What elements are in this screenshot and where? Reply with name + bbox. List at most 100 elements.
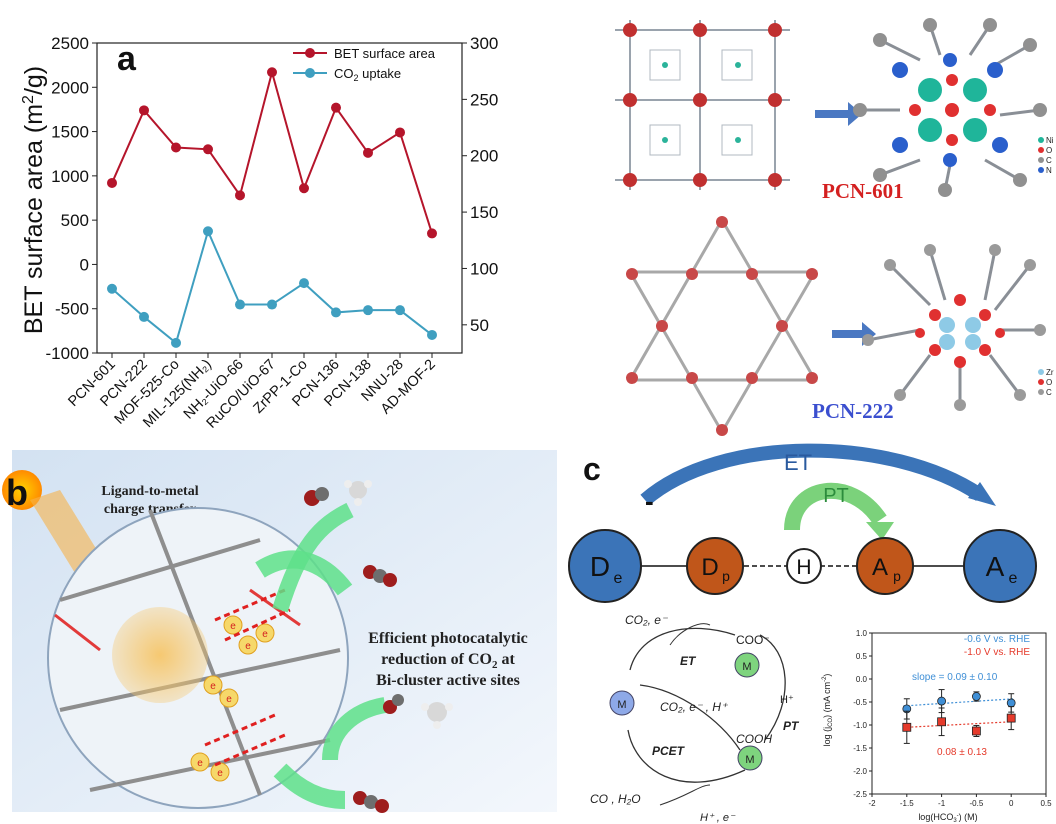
x-tick-label: -0.5 [970,799,984,808]
data-point [171,337,181,348]
svg-text:e: e [217,768,223,779]
cycle-co2-e-h: CO₂, e⁻ , H⁺ [660,700,729,714]
pt-arrow [784,482,887,531]
data-point [299,183,309,194]
product-arrow-top [272,502,354,613]
y-tick-label: 1.0 [856,629,868,638]
panel-b-text-3: Bi-cluster active sites [376,672,520,689]
cycle-cooh: COOH [736,732,772,746]
plot-frame [96,42,463,354]
data-point [203,226,213,237]
et-label: ET [784,450,812,475]
cycle-et: ET [680,654,697,668]
cycle-h-e: H⁺ , e⁻ [700,812,736,824]
svg-text:e: e [1009,570,1018,587]
y-axis-label-co2: CO2 uptake (cm3/g) [518,92,520,307]
data-point [203,144,213,155]
data-point [1006,713,1016,723]
svg-text:N: N [1046,166,1052,175]
chart-c-ylabel: log (jCO) (mA cm-2) [822,674,834,747]
pcn222-framework-image [626,216,818,436]
data-point [235,299,245,310]
y2-tick-label: 50 [470,316,489,335]
data-point [363,147,373,158]
data-point [107,177,117,188]
y2-tick-label: 150 [470,203,498,222]
panel-label-a: a [117,40,137,78]
y-tick-label: -500 [55,300,89,319]
y2-tick-label: 300 [470,34,498,53]
lmct-title-1: Ligand-to-metal [101,484,198,499]
x-tick-label: -2 [868,799,876,808]
y-tick-label: 0 [80,255,89,274]
pcn601-framework-image [610,8,795,198]
data-point [427,329,437,340]
de-node: D e [568,529,642,603]
chart-c-xlabel: log(HCO3-) (M) [918,812,977,824]
pcn222-label: PCN-222 [812,399,894,423]
x-tick-label: 0 [1009,799,1014,808]
m-coo: M [742,661,751,673]
panel-label-c: c [583,451,601,487]
co2-molecule-icon [363,565,397,587]
svg-text:Zr: Zr [1046,368,1054,377]
y-tick-label: -2.0 [853,767,867,776]
svg-text:C: C [1046,388,1052,397]
annotation-red-slope: 0.08 ± 0.13 [937,747,987,758]
data-point [267,67,277,78]
ae-node: A e [963,529,1037,603]
product-arrow-bottom [322,697,387,761]
panel-c: c ET - PT D e D p H A p A e M [568,443,1037,824]
m-cooh: M [745,754,754,766]
svg-text:C: C [1046,156,1052,165]
m-center: M [617,699,626,711]
chart-a-plot: 2500 2000 1500 1000 500 0 -500 -1000 300 250 200 15… [46,34,499,432]
data-point [235,190,245,201]
legend-bet: BET surface area [334,46,436,61]
svg-text:e: e [230,621,236,632]
dp-node: D p [686,537,744,595]
pcn601-cluster-image [853,18,1047,197]
cycle-pt: PT [783,719,800,733]
data-point [1006,698,1016,708]
pt-label: PT [823,485,849,507]
svg-text:D: D [701,554,718,581]
svg-text:e: e [262,629,268,640]
series-line-1 [111,228,433,345]
y2-tick-label: 250 [470,90,498,109]
minus-sign: - [645,486,654,516]
y-tick-label: 0.0 [856,675,868,684]
panel-b-text-1: Efficient photocatalytic [368,630,528,647]
y-tick-label: 500 [61,211,89,230]
cycle-h-plus: H⁺ [780,694,794,706]
data-point [395,127,405,138]
data-point [171,142,181,153]
co-molecule-icon [383,694,404,714]
legend-rhe-06: -0.6 V vs. RHE [964,634,1030,645]
y-tick-label: -2.5 [853,790,867,799]
panel-a-chart: a 2500 2000 1500 1000 500 0 -500 -1000 300 250 200… [20,34,520,432]
chart-c-plot: 1.0 0.5 0.0 -0.5 -1.0 -1.5 -2.0 -2.5-2 -1.5 -1 -0.… [822,629,1052,824]
data-point [902,722,912,732]
structures-panel: Ni O C N PCN-601 [610,8,1054,436]
cycle-co2-e: CO₂, e⁻ [625,613,669,627]
y-tick-label: -1.5 [853,744,867,753]
y-tick-label: -1.0 [853,721,867,730]
x-tick-label: 0.5 [1040,799,1052,808]
svg-text:Ni: Ni [1046,136,1054,145]
y-tick-label: -0.5 [853,698,867,707]
data-point [267,299,277,310]
svg-text:O: O [1046,146,1052,155]
pcn222-cluster-image [862,244,1046,411]
ap-node: A p [856,537,914,595]
data-point [299,278,309,289]
data-point [331,102,341,113]
x-tick-label: -1.5 [900,799,914,808]
co-molecule-icon [304,487,329,506]
data-point [971,692,981,701]
cycle-coo: COO⁻ [736,633,770,647]
co2-inflow-arrow-bottom [273,763,346,809]
panel-label-b: b [6,472,28,513]
arrow-icon [815,102,862,126]
data-point [971,726,981,736]
